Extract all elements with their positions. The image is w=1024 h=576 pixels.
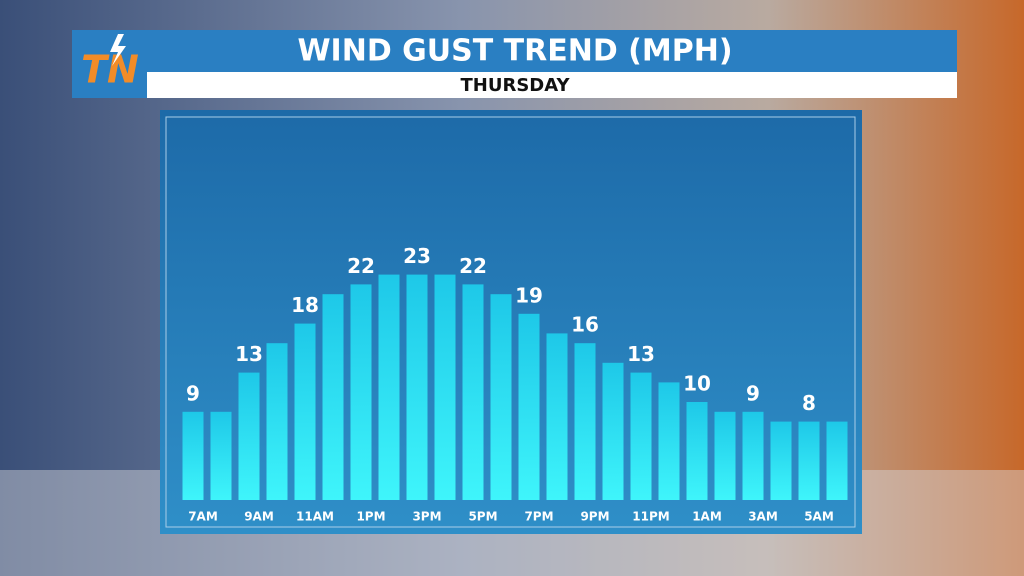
x-tick-label: 11AM [296,510,334,524]
value-label: 13 [627,342,655,366]
x-tick-label: 9PM [580,510,609,524]
bar [546,333,568,500]
bar [686,402,708,500]
value-label: 22 [347,254,375,278]
bar [210,411,232,500]
bar [714,411,736,500]
bar [602,362,624,500]
logo-box [72,30,147,98]
subtitle-bar [147,72,957,98]
bar [770,421,792,500]
bar [378,274,400,500]
x-tick-label: 11PM [632,510,669,524]
bar [322,294,344,500]
value-label: 9 [186,381,200,405]
x-tick-label: 5AM [804,510,834,524]
x-tick-label: 9AM [244,510,274,524]
value-label: 16 [571,313,599,337]
bar [266,343,288,500]
x-tick-label: 7PM [524,510,553,524]
plot: 7AM 9 9AM 13 11AM 18 1PM 22 3PM 23 5PM 22 7PM 19 9PM 16… [182,244,848,524]
bar [574,343,596,500]
x-tick-label: 7AM [188,510,218,524]
bar [350,284,372,500]
x-tick-label: 3PM [412,510,441,524]
value-label: 9 [746,381,760,405]
x-tick-label: 1PM [356,510,385,524]
bar [462,284,484,500]
bar [294,323,316,500]
x-tick-label: 3AM [748,510,778,524]
chart-subtitle: THURSDAY [461,75,571,96]
logo: TN [81,48,139,92]
x-tick-label: 5PM [468,510,497,524]
bar [826,421,848,500]
bar [434,274,456,500]
value-label: 19 [515,283,543,307]
bar [658,382,680,500]
value-label: 13 [235,342,263,366]
x-tick-label: 1AM [692,510,722,524]
chart-title: WIND GUST TREND (MPH) [297,34,732,69]
value-label: 10 [683,372,711,396]
value-label: 8 [802,391,816,415]
bar [490,294,512,500]
panel-border [165,116,856,528]
bar [798,421,820,500]
bar [406,274,428,500]
title-bar [72,30,957,72]
bar [742,411,764,500]
value-label: 22 [459,254,487,278]
value-label: 23 [403,244,431,268]
value-label: 18 [291,293,319,317]
bar [182,411,204,500]
bar [630,372,652,500]
logo-bolt [110,34,126,66]
bar [238,372,260,500]
bar [518,313,540,500]
